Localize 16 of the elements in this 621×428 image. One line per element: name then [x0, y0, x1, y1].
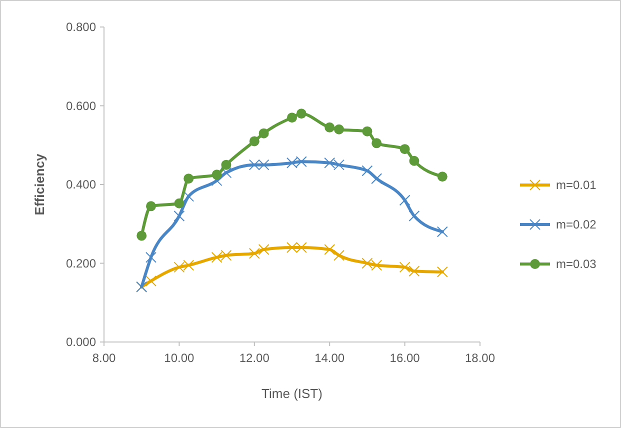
legend-label: m=0.03: [556, 257, 597, 272]
x-tick-label: 18.00: [464, 351, 496, 365]
x-tick-label: 14.00: [314, 351, 345, 365]
legend-label: m=0.02: [556, 218, 597, 232]
x-tick-label: 12.00: [239, 351, 270, 365]
y-tick-label: 0.200: [66, 256, 96, 270]
y-tick-label: 0.800: [66, 20, 96, 34]
y-tick-label: 0.000: [66, 335, 96, 350]
y-tick-label: 0.400: [66, 178, 96, 192]
y-tick-label: 0.600: [66, 98, 96, 113]
x-tick-label: 8.00: [92, 351, 116, 365]
x-axis-title: Time (IST): [262, 386, 322, 401]
x-tick-label: 16.00: [390, 351, 420, 365]
x-tick-label: 10.00: [164, 351, 195, 365]
legend-label: m=0.01: [556, 178, 597, 192]
y-axis-title: Efficiency: [32, 153, 47, 216]
